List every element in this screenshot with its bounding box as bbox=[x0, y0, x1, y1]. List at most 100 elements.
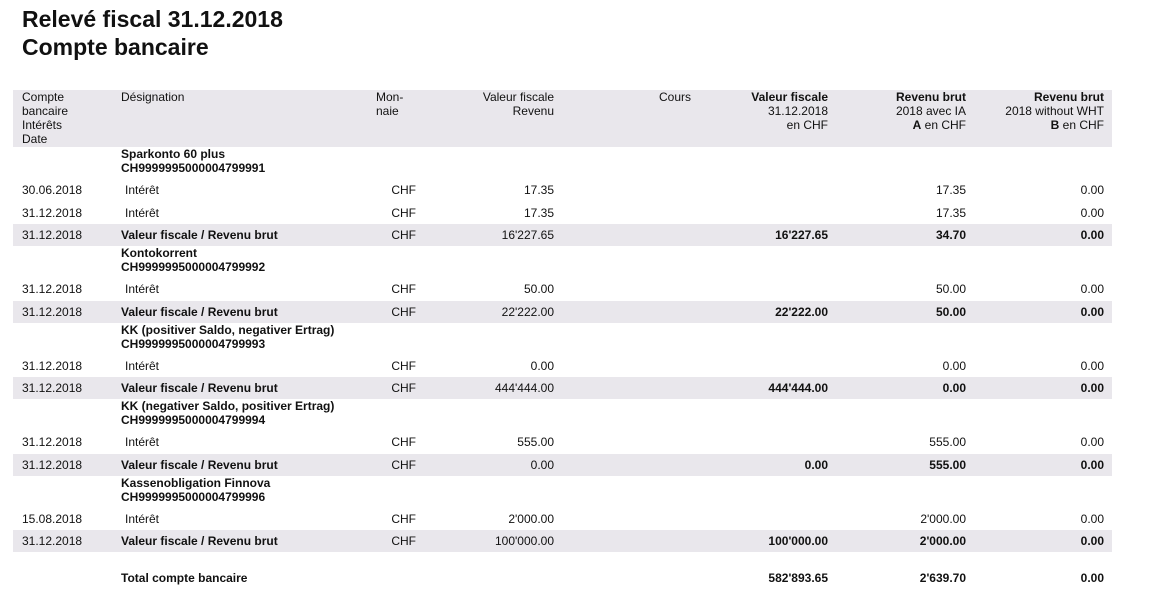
cell-currency: CHF bbox=[391, 511, 416, 526]
cell-revenue-b: 0.00 bbox=[1080, 534, 1104, 548]
cell-label: Valeur fiscale / Revenu brut bbox=[121, 381, 278, 395]
cell-date: 30.06.2018 bbox=[22, 183, 83, 197]
cell-value: 17.35 bbox=[523, 183, 554, 197]
group-name: KK (negativer Saldo, positiver Ertrag) bbox=[121, 399, 335, 413]
cell-value: 22'222.00 bbox=[501, 304, 554, 319]
cell-revenue-b: 0.00 bbox=[1080, 304, 1104, 319]
title: Relevé fiscal 31.12.2018 bbox=[22, 6, 283, 32]
cell-tax-value: 100'000.00 bbox=[768, 534, 828, 548]
cell-currency: CHF bbox=[391, 435, 416, 449]
header-band bbox=[13, 90, 1112, 147]
cell-revenue-a: 17.35 bbox=[935, 183, 966, 197]
subtitle: Compte bancaire bbox=[22, 34, 209, 60]
cell-revenue-b: 0.00 bbox=[1080, 228, 1104, 242]
cell-value: 2'000.00 bbox=[508, 511, 554, 526]
header-tax-value: Valeur fiscale 31.12.2018 en CHF bbox=[751, 90, 828, 132]
cell-label: Intérêt bbox=[125, 358, 160, 373]
cell-tax-value: 22'222.00 bbox=[775, 304, 828, 319]
cell-value: 100'000.00 bbox=[494, 534, 554, 548]
header-revenue-b: Revenu brut 2018 without WHT B en CHF bbox=[1005, 90, 1104, 132]
cell-revenue-a: 2'000.00 bbox=[920, 511, 966, 526]
header-rate: Cours bbox=[658, 90, 691, 104]
cell-currency: CHF bbox=[391, 381, 416, 395]
cell-label: Intérêt bbox=[125, 435, 160, 449]
group-account: CH9999995000004799996 bbox=[121, 489, 266, 504]
cell-label: Valeur fiscale / Revenu brut bbox=[121, 304, 278, 319]
cell-revenue-b: 0.00 bbox=[1080, 183, 1104, 197]
cell-revenue-a: 2'639.70 bbox=[919, 571, 966, 585]
cell-value: 0.00 bbox=[530, 358, 554, 373]
cell-label: Valeur fiscale / Revenu brut bbox=[121, 457, 278, 472]
cell-revenue-a: 555.00 bbox=[929, 435, 966, 449]
cell-revenue-a: 555.00 bbox=[929, 457, 966, 472]
cell-currency: CHF bbox=[391, 457, 416, 472]
header-value: Valeur fiscale Revenu bbox=[482, 90, 554, 118]
cell-revenue-a: 17.35 bbox=[935, 205, 966, 220]
cell-date: 31.12.2018 bbox=[22, 205, 83, 220]
cell-revenue-a: 0.00 bbox=[942, 358, 966, 373]
cell-label: Intérêt bbox=[125, 183, 160, 197]
header-designation: Désignation bbox=[121, 90, 185, 104]
cell-label: Intérêt bbox=[125, 205, 160, 220]
cell-label: Total compte bancaire bbox=[121, 571, 248, 585]
cell-value: 444'444.00 bbox=[494, 381, 554, 395]
cell-revenue-a: 50.00 bbox=[935, 304, 966, 319]
group-name: Sparkonto 60 plus bbox=[121, 147, 226, 161]
cell-revenue-a: 0.00 bbox=[942, 381, 966, 395]
cell-date: 31.12.2018 bbox=[22, 282, 83, 296]
cell-label: Intérêt bbox=[125, 282, 160, 296]
cell-tax-value: 582'893.65 bbox=[768, 571, 828, 585]
cell-tax-value: 444'444.00 bbox=[768, 381, 828, 395]
cell-label: Valeur fiscale / Revenu brut bbox=[121, 228, 278, 242]
cell-tax-value: 16'227.65 bbox=[775, 228, 828, 242]
cell-value: 17.35 bbox=[523, 205, 554, 220]
cell-label: Valeur fiscale / Revenu brut bbox=[121, 534, 278, 548]
cell-date: 31.12.2018 bbox=[22, 358, 83, 373]
cell-revenue-b: 0.00 bbox=[1080, 381, 1104, 395]
group-account: CH9999995000004799991 bbox=[121, 161, 266, 175]
cell-currency: CHF bbox=[391, 358, 416, 373]
subtotal-band bbox=[13, 453, 1112, 476]
header-currency: Mon-naie bbox=[376, 90, 404, 118]
cell-revenue-b: 0.00 bbox=[1080, 571, 1104, 585]
group-account: CH9999995000004799992 bbox=[121, 260, 266, 274]
cell-date: 31.12.2018 bbox=[22, 304, 83, 319]
group-account: CH9999995000004799994 bbox=[121, 413, 266, 427]
subtotal-band bbox=[13, 377, 1112, 399]
cell-value: 50.00 bbox=[523, 282, 554, 296]
subtotal-band bbox=[13, 530, 1112, 552]
header-revenue-a: Revenu brut 2018 avec IA A en CHF bbox=[895, 90, 966, 132]
cell-date: 31.12.2018 bbox=[22, 228, 83, 242]
cell-revenue-a: 34.70 bbox=[935, 228, 966, 242]
cell-revenue-a: 50.00 bbox=[935, 282, 966, 296]
cell-revenue-b: 0.00 bbox=[1080, 358, 1104, 373]
cell-revenue-b: 0.00 bbox=[1080, 282, 1104, 296]
cell-label: Intérêt bbox=[125, 511, 160, 526]
subtotal-band bbox=[13, 224, 1112, 246]
group-name: KK (positiver Saldo, negativer Ertrag) bbox=[121, 322, 335, 337]
cell-currency: CHF bbox=[391, 304, 416, 319]
group-account: CH9999995000004799993 bbox=[121, 336, 266, 351]
group-name: Kassenobligation Finnova bbox=[121, 475, 271, 490]
cell-currency: CHF bbox=[391, 205, 416, 220]
header-account: Compte bancaire Intérêts Date bbox=[22, 90, 69, 146]
cell-value: 0.00 bbox=[530, 457, 554, 472]
cell-date: 31.12.2018 bbox=[22, 381, 83, 395]
cell-currency: CHF bbox=[391, 282, 416, 296]
cell-value: 16'227.65 bbox=[501, 228, 554, 242]
cell-currency: CHF bbox=[391, 228, 416, 242]
cell-revenue-b: 0.00 bbox=[1080, 457, 1104, 472]
cell-date: 31.12.2018 bbox=[22, 534, 83, 548]
subtotal-band bbox=[13, 300, 1112, 323]
cell-tax-value: 0.00 bbox=[804, 457, 828, 472]
cell-date: 31.12.2018 bbox=[22, 435, 83, 449]
cell-revenue-b: 0.00 bbox=[1080, 205, 1104, 220]
cell-revenue-a: 2'000.00 bbox=[919, 534, 966, 548]
cell-date: 15.08.2018 bbox=[22, 511, 83, 526]
cell-revenue-b: 0.00 bbox=[1080, 435, 1104, 449]
cell-value: 555.00 bbox=[517, 435, 554, 449]
group-name: Kontokorrent bbox=[121, 246, 197, 260]
cell-currency: CHF bbox=[391, 534, 416, 548]
cell-revenue-b: 0.00 bbox=[1080, 511, 1104, 526]
